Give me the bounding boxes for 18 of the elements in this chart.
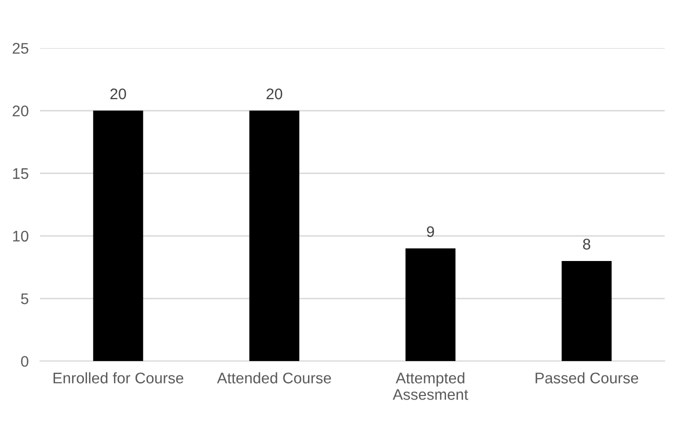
x-tick-label: Attempted Assesment <box>392 372 468 400</box>
y-tick-label: 0 <box>21 356 28 367</box>
bar <box>562 260 612 362</box>
y-tick-label: 25 <box>12 42 28 54</box>
bar <box>93 110 144 362</box>
y-tick-label: 20 <box>12 106 28 116</box>
data-label: 8 <box>583 238 590 250</box>
bar <box>249 110 300 362</box>
data-label: 9 <box>426 226 434 238</box>
x-tick-label: Passed Course <box>536 372 638 384</box>
x-tick-label: Enrolled for Course <box>54 372 184 384</box>
bar <box>406 248 456 362</box>
y-tick-label: 5 <box>21 294 28 304</box>
data-label: 20 <box>266 88 282 100</box>
x-tick-label: Attended Course <box>217 372 331 384</box>
y-tick-label: 15 <box>13 168 28 179</box>
y-tick-label: 10 <box>13 230 28 242</box>
data-label: 20 <box>110 88 126 100</box>
